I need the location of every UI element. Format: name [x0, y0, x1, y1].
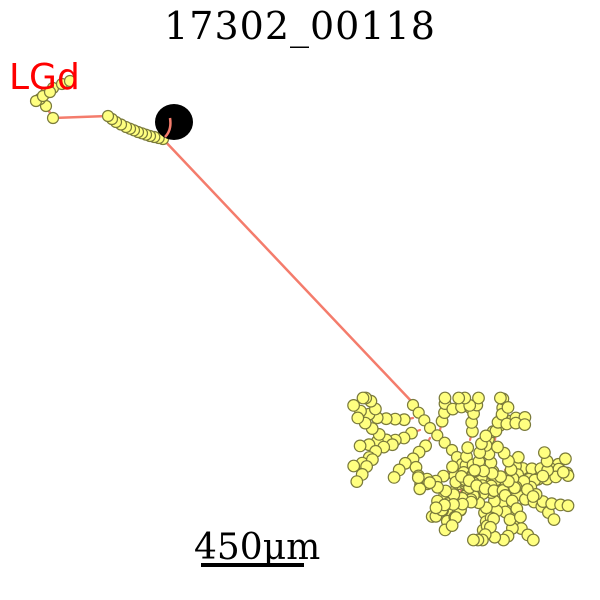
trace-node	[423, 421, 437, 435]
scale-bar	[201, 563, 304, 567]
region-label: LGd	[9, 57, 80, 98]
trace-node	[63, 74, 77, 88]
trace-node	[411, 471, 425, 485]
trace-node	[356, 391, 370, 405]
trace-node	[514, 510, 527, 524]
trace-node	[347, 399, 361, 412]
trace-node	[387, 471, 401, 484]
trace-nodes	[29, 74, 575, 547]
trace-node	[46, 111, 60, 125]
trace-node	[438, 436, 451, 449]
trace-node	[503, 513, 517, 527]
trace-node	[468, 463, 482, 477]
trace-node	[491, 440, 504, 454]
scale-bar-label: 450μm	[194, 527, 321, 568]
trace-node	[472, 391, 485, 405]
trace-node	[501, 401, 515, 414]
trace-node	[494, 391, 507, 405]
trace-node	[423, 476, 437, 490]
trace-node	[446, 460, 459, 474]
trace-node	[43, 85, 57, 99]
trace-node	[538, 446, 551, 460]
trace-node	[101, 109, 115, 123]
trace-node	[547, 513, 561, 526]
trace-node	[438, 391, 452, 405]
trace-node	[526, 490, 540, 503]
axon-segment	[161, 137, 422, 420]
trace-node	[561, 499, 575, 513]
trace-node	[445, 519, 459, 532]
trace-node	[350, 475, 364, 489]
trace-node	[536, 469, 550, 483]
trace-node	[559, 452, 572, 466]
soma-hook-segment	[164, 117, 172, 138]
trace-node	[353, 439, 367, 453]
trace-node	[431, 429, 444, 442]
trace-node	[556, 465, 570, 479]
trace-node	[429, 501, 443, 515]
trace-node	[479, 429, 493, 443]
soma-marker	[155, 104, 193, 140]
trace-node	[526, 533, 540, 547]
trace-node	[351, 411, 365, 425]
trace-node	[467, 533, 480, 547]
trace-node	[347, 459, 361, 473]
figure-title: 17302_00118	[164, 4, 436, 48]
trace-node	[461, 441, 475, 455]
trace-node	[518, 418, 532, 432]
trace-node	[452, 391, 466, 405]
